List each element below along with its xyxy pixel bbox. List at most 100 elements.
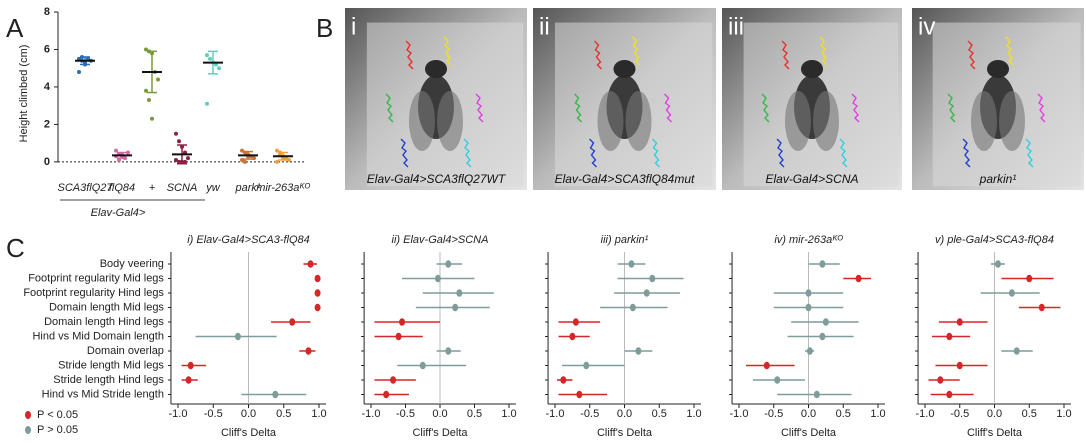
estimate-point [643,289,650,297]
estimate-point [314,289,321,297]
estimate-point [855,274,862,283]
image-caption: Elav-Gal4>SCNA [765,172,858,186]
x-tick-label: -1.0 [362,408,381,420]
row-label: Footprint regularity Hind legs [23,287,164,299]
x-tick-label: 0.5 [1022,408,1037,420]
estimate-point [314,274,321,283]
image-numeral: i [351,13,356,40]
estimate-point [572,318,579,326]
data-point [205,101,209,106]
estimate-point [805,289,812,297]
estimate-point [937,376,944,384]
x-axis-label: Cliff's Delta [781,427,837,439]
estimate-point [819,260,826,268]
leg-trail [589,138,597,168]
y-tick-label: 2 [44,118,50,130]
panel-label: B [316,13,333,43]
data-point [177,159,181,164]
x-tick-label: 0.5 [467,408,482,420]
chart-title: ii) Elav-Gal4>SCNA [392,234,489,246]
fly-wing [437,91,463,151]
x-tick-label: 1.0 [686,408,701,420]
estimate-point [314,303,321,312]
image-numeral: ii [539,13,550,40]
data-point [217,66,221,71]
leg-trail [632,36,640,66]
row-label: Domain length Mid legs [49,301,164,313]
x-tick-label: -1.0 [916,408,935,420]
estimate-point [1038,303,1045,312]
estimate-point [307,260,314,268]
y-tick-label: 0 [44,156,50,168]
image-caption: parkin¹ [979,172,1017,186]
image-caption: Elav-Gal4>SCA3flQ84mut [555,172,695,186]
estimate-point [763,361,770,370]
y-tick-label: 8 [44,6,50,18]
leg-trail [819,36,828,66]
x-tick-label: 1.0 [501,408,516,420]
chart-title: iv) mir-263aᴷᴼ [774,234,843,246]
data-point [77,69,81,74]
fly-wing [999,91,1025,151]
chart-title: v) ple-Gal4>SCA3-flQ84 [935,234,1054,246]
x-tick-label: -0.5 [204,408,223,420]
x-tick-label: 0.0 [241,408,256,420]
x-tick-label: -0.5 [580,408,599,420]
estimate-point [560,376,567,384]
leg-trail [463,138,472,168]
data-point [147,98,151,103]
leg-trail [776,138,785,168]
y-axis-label: Height climbed (cm) [18,45,30,143]
estimate-point [805,303,812,312]
estimate-point [399,318,406,326]
row-label: Hind vs Mid Domain length [32,330,163,342]
x-axis-label: Cliff's Delta [967,427,1023,439]
x-axis-label: Cliff's Delta [597,427,653,439]
data-point [114,148,118,153]
x-tick-label: -1.0 [730,408,749,420]
data-point [126,150,130,155]
estimate-point [806,347,813,355]
row-label: Stride length Mid legs [58,359,164,371]
estimate-point [419,361,426,370]
x-tick-label: mir-263aᴷᴼ [256,182,310,194]
fly-wing [409,91,435,151]
leg-trail [839,138,848,168]
estimate-point [1008,289,1015,297]
leg-trail [781,40,790,70]
leg-trail [443,36,452,66]
leg-trail [967,40,976,70]
leg-trail [664,93,672,123]
row-label: Footprint regularity Mid legs [28,272,164,284]
estimate-point [956,361,963,370]
estimate-point [819,332,826,341]
x-tick-label: yw [205,182,221,194]
estimate-point [629,303,636,312]
x-tick-label: 1.0 [311,408,326,420]
estimate-point [576,390,583,399]
data-point [243,159,247,164]
group-label: Elav-Gal4> [91,207,146,219]
estimate-point [1026,274,1033,283]
estimate-point [452,303,459,312]
leg-trail [962,138,971,168]
estimate-point [434,274,441,283]
estimate-point [813,390,820,399]
leg-trail [1005,36,1014,66]
image-caption: Elav-Gal4>SCA3flQ27WT [367,172,507,186]
data-point [275,148,279,153]
x-tick-label: flQ84 [109,182,135,194]
leg-trail [1037,93,1046,123]
data-point [156,77,160,82]
x-tick-label: -1.0 [546,408,565,420]
fly-head [613,60,636,78]
data-point [205,53,209,58]
data-point [275,159,279,164]
panel-label: C [6,233,25,263]
leg-trail [947,93,956,123]
data-point [174,131,178,136]
x-tick-label: 1.0 [1056,408,1071,420]
data-point [144,47,148,52]
estimate-point [272,390,279,399]
